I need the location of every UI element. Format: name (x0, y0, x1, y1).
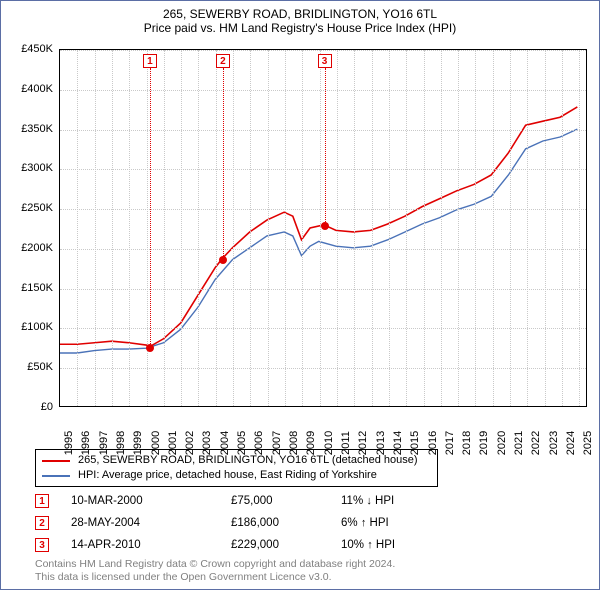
transaction-price: £75,000 (231, 495, 341, 507)
y-axis-tick: £200K (21, 242, 53, 254)
y-axis-tick: £0 (41, 401, 53, 413)
y-axis-tick: £150K (21, 282, 53, 294)
x-axis-tick: 2019 (478, 431, 490, 455)
transaction-marker: 2 (216, 54, 230, 68)
plot-area: 1 2 3 (59, 49, 587, 407)
chart-container: 265, SEWERBY ROAD, BRIDLINGTON, YO16 6TL… (0, 0, 600, 590)
x-axis-tick: 2007 (271, 431, 283, 455)
transaction-marker-small: 2 (35, 516, 49, 530)
x-axis-tick: 2016 (427, 431, 439, 455)
legend-item: HPI: Average price, detached house, East… (42, 468, 431, 483)
chart-subtitle: Price paid vs. HM Land Registry's House … (1, 21, 599, 39)
y-axis-tick: £350K (21, 123, 53, 135)
transaction-vline (325, 68, 326, 226)
y-axis-tick: £400K (21, 83, 53, 95)
x-axis-tick: 1997 (98, 431, 110, 455)
footer-line: This data is licensed under the Open Gov… (35, 571, 395, 584)
transaction-diff: 6% ↑ HPI (341, 517, 451, 529)
transaction-row: 1 10-MAR-2000£75,00011% ↓ HPI (35, 491, 451, 511)
transaction-dot (321, 222, 329, 230)
x-axis-tick: 2018 (461, 431, 473, 455)
transaction-vline (223, 68, 224, 260)
chart-title: 265, SEWERBY ROAD, BRIDLINGTON, YO16 6TL (1, 1, 599, 21)
transaction-date: 10-MAR-2000 (71, 495, 231, 507)
x-axis-tick: 2017 (444, 431, 456, 455)
legend-item: 265, SEWERBY ROAD, BRIDLINGTON, YO16 6TL… (42, 453, 431, 468)
transaction-marker: 1 (143, 54, 157, 68)
transaction-marker-small: 3 (35, 538, 49, 552)
footer: Contains HM Land Registry data © Crown c… (35, 558, 395, 584)
transaction-row: 3 14-APR-2010£229,00010% ↑ HPI (35, 535, 451, 555)
transaction-date: 14-APR-2010 (71, 539, 231, 551)
y-axis-tick: £300K (21, 162, 53, 174)
x-axis-tick: 2012 (357, 431, 369, 455)
transaction-price: £229,000 (231, 539, 341, 551)
x-axis-tick: 2003 (201, 431, 213, 455)
legend-label: HPI: Average price, detached house, East… (78, 468, 377, 483)
x-axis-tick: 2004 (219, 431, 231, 455)
x-axis-tick: 2025 (582, 431, 594, 455)
x-axis-tick: 2006 (253, 431, 265, 455)
transactions-table: 1 10-MAR-2000£75,00011% ↓ HPI 2 28-MAY-2004… (35, 491, 451, 557)
x-axis-tick: 2020 (496, 431, 508, 455)
transaction-dot (219, 256, 227, 264)
transaction-price: £186,000 (231, 517, 341, 529)
x-axis-tick: 2024 (565, 431, 577, 455)
y-axis-tick: £50K (27, 361, 53, 373)
transaction-vline (150, 68, 151, 348)
x-axis-tick: 2010 (323, 431, 335, 455)
x-axis-tick: 2011 (340, 431, 352, 455)
legend-label: 265, SEWERBY ROAD, BRIDLINGTON, YO16 6TL… (78, 453, 418, 468)
x-axis-tick: 1999 (132, 431, 144, 455)
x-axis-tick: 2001 (167, 431, 179, 455)
y-axis-tick: £450K (21, 43, 53, 55)
transaction-marker: 3 (318, 54, 332, 68)
x-axis-tick: 2021 (513, 431, 525, 455)
x-axis-tick: 2005 (236, 431, 248, 455)
x-axis-tick: 2022 (530, 431, 542, 455)
x-axis-tick: 2008 (288, 431, 300, 455)
x-axis-tick: 2009 (305, 431, 317, 455)
x-axis-tick: 2023 (548, 431, 560, 455)
transaction-marker-small: 1 (35, 494, 49, 508)
x-axis-tick: 1998 (115, 431, 127, 455)
x-axis-tick: 2002 (184, 431, 196, 455)
transaction-diff: 11% ↓ HPI (341, 495, 451, 507)
x-axis-tick: 1995 (63, 431, 75, 455)
transaction-row: 2 28-MAY-2004£186,0006% ↑ HPI (35, 513, 451, 533)
transaction-dot (146, 344, 154, 352)
y-axis-tick: £250K (21, 202, 53, 214)
transaction-date: 28-MAY-2004 (71, 517, 231, 529)
footer-line: Contains HM Land Registry data © Crown c… (35, 558, 395, 571)
x-axis-tick: 2013 (375, 431, 387, 455)
x-axis-tick: 2014 (392, 431, 404, 455)
x-axis-tick: 2000 (150, 431, 162, 455)
y-axis-tick: £100K (21, 321, 53, 333)
transaction-diff: 10% ↑ HPI (341, 539, 451, 551)
series-line (60, 107, 577, 347)
legend-swatch (42, 460, 70, 462)
x-axis-tick: 1996 (80, 431, 92, 455)
legend-swatch (42, 475, 70, 477)
x-axis-tick: 2015 (409, 431, 421, 455)
